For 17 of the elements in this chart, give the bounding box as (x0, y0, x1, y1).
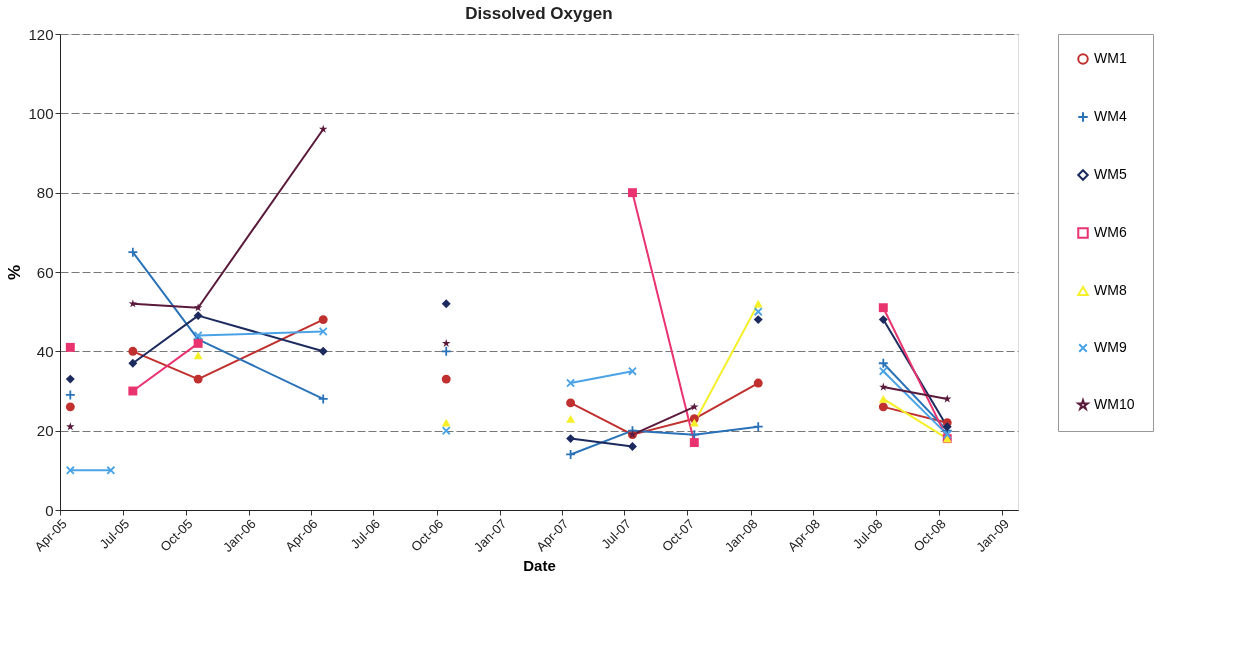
legend-label: WM1 (1094, 50, 1127, 66)
legend-label: WM6 (1094, 224, 1127, 240)
legend-label: WM10 (1094, 396, 1135, 412)
legend-label: WM8 (1094, 282, 1127, 298)
x-axis-title: Date (523, 556, 556, 574)
y-tick-label: 0 (45, 501, 54, 519)
y-tick-label: 80 (36, 184, 54, 202)
legend-label: WM4 (1094, 108, 1127, 124)
y-tick-label: 120 (28, 25, 54, 43)
y-tick-label: 100 (28, 104, 54, 122)
y-tick-label: 40 (36, 342, 54, 360)
legend-label: WM9 (1094, 339, 1127, 355)
y-tick-label: 60 (36, 263, 54, 281)
y-axis-title: % (5, 264, 25, 281)
chart-title: Dissolved Oxygen (465, 4, 613, 23)
y-tick-label: 20 (36, 422, 54, 440)
legend-label: WM5 (1094, 166, 1127, 182)
